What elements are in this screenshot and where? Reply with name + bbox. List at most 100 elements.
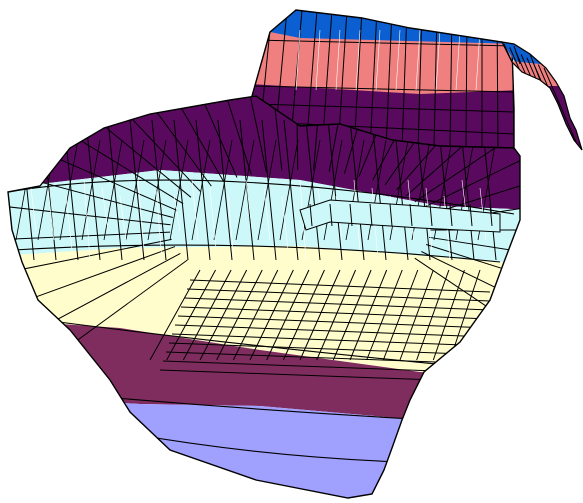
mesh-line (111, 96, 225, 182)
mesh-line (399, 269, 434, 361)
mesh-line (283, 119, 299, 261)
highlight-line (475, 29, 481, 91)
mesh-line (144, 96, 238, 178)
mesh-line (329, 203, 333, 227)
highlight-line (101, 187, 109, 231)
contour-line (13, 244, 501, 263)
mesh-line (543, 67, 577, 143)
contour-line (8, 179, 515, 215)
mesh-line (179, 96, 252, 175)
highlight-line (209, 187, 217, 251)
mesh-line (349, 269, 388, 361)
highlight-line (455, 29, 461, 91)
mesh-line (216, 96, 267, 173)
mesh-line (349, 119, 365, 261)
mesh-line (261, 121, 514, 135)
mesh-line (313, 96, 334, 171)
mesh-line (183, 297, 491, 311)
mesh-line (186, 288, 491, 302)
mesh-line (401, 10, 408, 148)
highlight-line (227, 195, 235, 261)
mesh-line (305, 119, 321, 261)
mesh-line (129, 119, 145, 261)
mesh-line (369, 203, 373, 227)
mesh-line (166, 269, 216, 361)
mesh-line (469, 203, 473, 227)
highlight-line (315, 29, 321, 91)
mesh-line (149, 269, 201, 361)
mesh-line (235, 139, 255, 241)
mesh-line (332, 269, 372, 361)
highlight-line (155, 187, 163, 261)
mesh-line (382, 269, 419, 361)
mesh-line (182, 269, 232, 361)
mesh-line (421, 122, 520, 209)
highlight-line (245, 179, 253, 231)
mesh-line (429, 203, 433, 227)
mesh-line (372, 96, 480, 181)
mesh-line (81, 139, 101, 241)
mesh-line (180, 306, 491, 320)
mesh-line (349, 203, 353, 227)
wing-outline (500, 41, 583, 151)
highlight-line (137, 179, 145, 251)
mesh-line (191, 139, 211, 241)
mesh-line (177, 315, 491, 329)
highlight-line (173, 195, 181, 231)
highlight-line (191, 179, 199, 241)
mesh-line (371, 119, 387, 261)
mesh-line (316, 269, 357, 361)
mesh-line (309, 203, 313, 227)
mesh-line (8, 203, 171, 226)
highlight-line (355, 29, 361, 91)
mesh-line (252, 39, 514, 47)
mesh-line (425, 156, 520, 216)
mesh-line (529, 53, 541, 81)
mesh-line (125, 139, 145, 241)
mesh-line (393, 119, 409, 261)
mesh-line (343, 96, 410, 174)
mesh-line (174, 324, 491, 338)
mesh-line (327, 119, 343, 261)
mesh-line (85, 119, 101, 261)
mesh-line (173, 119, 189, 261)
highlight-line (263, 187, 271, 241)
mesh-line (266, 269, 310, 361)
mesh-line (384, 96, 511, 186)
mesh-line (432, 269, 465, 361)
mesh-line (255, 103, 514, 113)
mesh-line (293, 96, 299, 171)
mesh-line (513, 45, 521, 65)
mesh-line (168, 342, 491, 356)
mesh-line (428, 236, 520, 268)
mesh-line (232, 269, 279, 361)
mesh-line (59, 139, 79, 241)
contour-line (27, 317, 501, 371)
mesh-line (31, 96, 192, 198)
mesh-line (213, 139, 233, 241)
mesh-line (171, 333, 491, 347)
bowl-outline (7, 95, 521, 499)
mesh-line (449, 203, 453, 227)
mesh-line (249, 269, 294, 361)
highlight-line (335, 29, 341, 91)
mesh-line (369, 10, 378, 148)
mesh-line (217, 119, 233, 261)
mesh-line (252, 85, 514, 93)
light-yellow-band (8, 246, 520, 380)
highlight-line (415, 29, 421, 91)
mesh-line (416, 269, 450, 361)
highlight-line (281, 195, 289, 251)
highlight-line (47, 187, 55, 241)
mesh-line (279, 139, 299, 241)
mesh-line (358, 96, 446, 177)
mesh-line (199, 269, 248, 361)
highlight-line (375, 29, 381, 91)
highlight-line (65, 195, 73, 251)
mesh-line (433, 10, 438, 148)
mesh-line (195, 119, 211, 261)
highlight-line (83, 179, 91, 261)
highlight-line (295, 29, 301, 91)
